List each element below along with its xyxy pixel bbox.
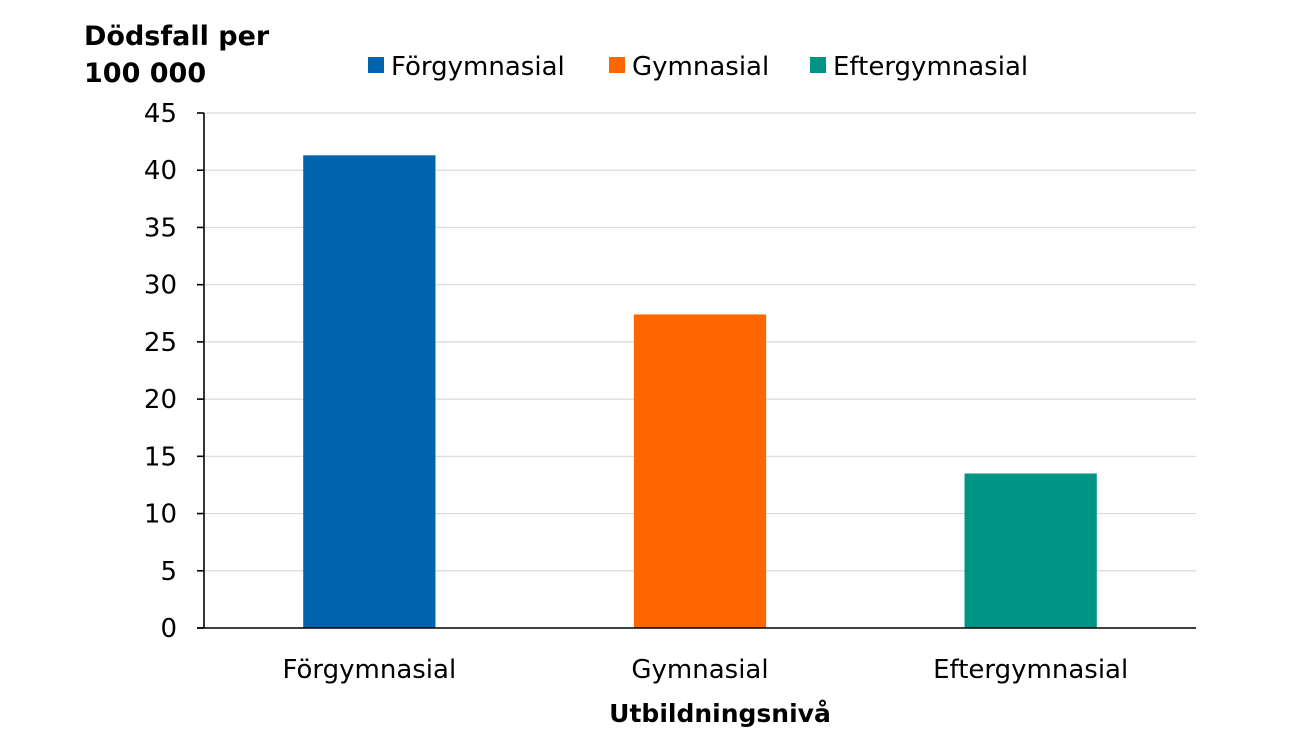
bar-förgymnasial xyxy=(303,155,436,628)
y-tick-label: 35 xyxy=(144,213,177,243)
y-tick-label: 0 xyxy=(160,614,177,644)
x-category-label: Eftergymnasial xyxy=(933,655,1128,685)
y-tick-labels: 0 5 10 15 20 25 30 35 40 45 xyxy=(144,99,177,644)
legend-swatch-förgymnasial xyxy=(368,57,384,73)
y-tick-label: 20 xyxy=(144,385,177,415)
y-tick-label: 15 xyxy=(144,442,177,472)
bar-gymnasial xyxy=(633,314,767,628)
bars xyxy=(303,155,1097,628)
legend-label: Eftergymnasial xyxy=(833,52,1028,82)
legend: Förgymnasial Gymnasial Eftergymnasial xyxy=(368,52,1028,82)
y-tick-label: 40 xyxy=(144,156,177,186)
bar-eftergymnasial xyxy=(964,473,1097,628)
legend-swatch-eftergymnasial xyxy=(810,57,826,73)
y-tick-label: 30 xyxy=(144,271,177,301)
legend-label: Förgymnasial xyxy=(391,52,565,82)
y-axis-label-line-2: 100 000 xyxy=(84,58,206,89)
axes xyxy=(197,112,1196,629)
y-tick-label: 45 xyxy=(144,99,177,129)
x-axis-label: Utbildningsnivå xyxy=(609,699,831,728)
y-axis-label-line-1: Dödsfall per xyxy=(84,21,270,52)
legend-swatch-gymnasial xyxy=(609,57,625,73)
y-tick-label: 25 xyxy=(144,328,177,358)
y-tick-label: 5 xyxy=(160,557,177,587)
category-labels: Förgymnasial Gymnasial Eftergymnasial xyxy=(282,655,1128,685)
x-category-label: Gymnasial xyxy=(631,655,768,685)
legend-label: Gymnasial xyxy=(632,52,769,82)
x-category-label: Förgymnasial xyxy=(282,655,456,685)
y-tick-label: 10 xyxy=(144,500,177,530)
